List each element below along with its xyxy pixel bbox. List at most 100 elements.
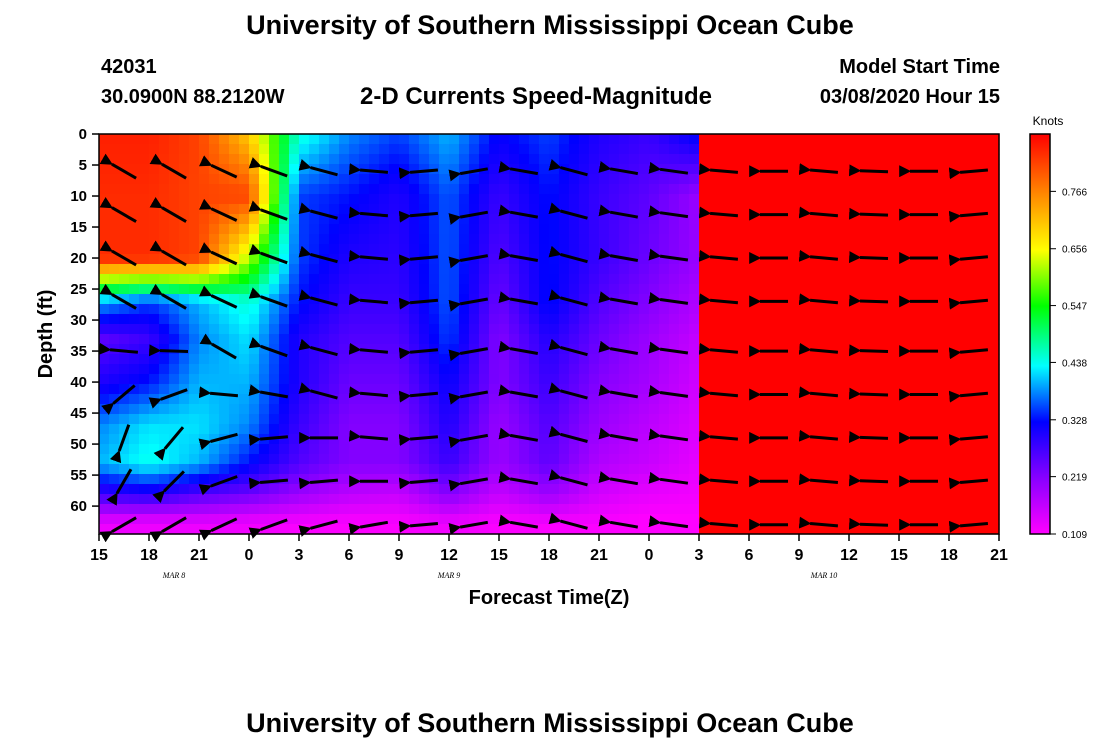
heat-cell — [519, 154, 530, 165]
heat-cell — [809, 134, 820, 145]
heat-cell — [619, 274, 630, 285]
heat-cell — [389, 354, 400, 365]
heat-cell — [419, 204, 430, 215]
heat-cell — [109, 304, 120, 315]
heat-cell — [449, 434, 460, 445]
heat-cell — [119, 214, 130, 225]
heat-cell — [729, 494, 740, 505]
heat-cell — [489, 434, 500, 445]
y-axis-label: Depth (ft) — [35, 290, 57, 379]
heat-cell — [529, 174, 540, 185]
heat-cell — [209, 494, 220, 505]
heat-cell — [189, 364, 200, 375]
heat-cell — [219, 344, 230, 355]
heat-cell — [619, 404, 630, 415]
heat-cell — [249, 204, 260, 215]
heat-cell — [679, 224, 690, 235]
heat-cell — [789, 144, 800, 155]
heat-cell — [979, 354, 990, 365]
heat-cell — [409, 404, 420, 415]
heat-cell — [219, 264, 230, 275]
heat-cell — [309, 464, 320, 475]
heat-cell — [819, 134, 830, 145]
heat-cell — [759, 214, 770, 225]
heat-cell — [249, 504, 260, 515]
heat-cell — [229, 494, 240, 505]
heat-cell — [459, 144, 470, 155]
heat-cell — [959, 474, 970, 485]
heat-cell — [839, 324, 850, 335]
heat-cell — [979, 194, 990, 205]
heat-cell — [759, 374, 770, 385]
heat-cell — [889, 374, 900, 385]
heat-cell — [819, 504, 830, 515]
heat-cell — [889, 174, 900, 185]
heat-cell — [839, 164, 850, 175]
heat-cell — [989, 194, 1000, 205]
heat-cell — [679, 344, 690, 355]
heat-cell — [299, 454, 310, 465]
heat-cell — [749, 224, 760, 235]
date-label: MAR 8 — [162, 571, 185, 580]
heat-cell — [349, 494, 360, 505]
heat-cell — [849, 404, 860, 415]
heat-cell — [609, 504, 620, 515]
y-tick-label: 35 — [70, 343, 87, 360]
heat-cell — [839, 224, 850, 235]
heat-cell — [529, 214, 540, 225]
heat-cell — [489, 254, 500, 265]
heat-cell — [739, 254, 750, 265]
heat-cell — [699, 454, 710, 465]
heat-cell — [169, 374, 180, 385]
heat-cell — [289, 324, 300, 335]
heat-cell — [219, 334, 230, 345]
heat-cell — [859, 414, 870, 425]
heat-cell — [729, 274, 740, 285]
heat-cell — [819, 524, 830, 535]
heat-cell — [699, 154, 710, 165]
heat-cell — [959, 454, 970, 465]
heat-cell — [749, 344, 760, 355]
heat-cell — [349, 274, 360, 285]
heat-cell — [689, 464, 700, 475]
heat-cell — [269, 174, 280, 185]
heat-cell — [489, 384, 500, 395]
heat-cell — [99, 504, 110, 515]
heat-cell — [269, 484, 280, 495]
heat-cell — [219, 244, 230, 255]
heat-cell — [699, 194, 710, 205]
heat-cell — [829, 524, 840, 535]
heat-cell — [959, 234, 970, 245]
heat-cell — [489, 274, 500, 285]
heat-cell — [349, 384, 360, 395]
heat-cell — [129, 184, 140, 195]
heat-cell — [139, 154, 150, 165]
heat-cell — [359, 394, 370, 405]
current-vector — [948, 254, 989, 267]
heat-cell — [739, 494, 750, 505]
heat-cell — [989, 514, 1000, 525]
heat-cell — [389, 244, 400, 255]
heat-cell — [319, 214, 330, 225]
heat-cell — [269, 414, 280, 425]
heat-cell — [399, 524, 410, 535]
heat-cell — [759, 444, 770, 455]
heat-cell — [309, 354, 320, 365]
heat-cell — [329, 294, 340, 305]
heat-cell — [299, 144, 310, 155]
heat-cell — [429, 464, 440, 475]
heat-cell — [679, 284, 690, 295]
heat-cell — [249, 134, 260, 145]
heat-cell — [349, 304, 360, 315]
heat-cell — [359, 514, 370, 525]
heat-cell — [949, 414, 960, 425]
heat-cell — [769, 154, 780, 165]
heat-cell — [559, 354, 570, 365]
current-vector — [398, 167, 439, 180]
current-vector — [298, 159, 338, 177]
heat-cell — [919, 354, 930, 365]
heat-cell — [539, 354, 550, 365]
heat-cell — [109, 324, 120, 335]
heat-cell — [489, 264, 500, 275]
heat-cell — [469, 274, 480, 285]
